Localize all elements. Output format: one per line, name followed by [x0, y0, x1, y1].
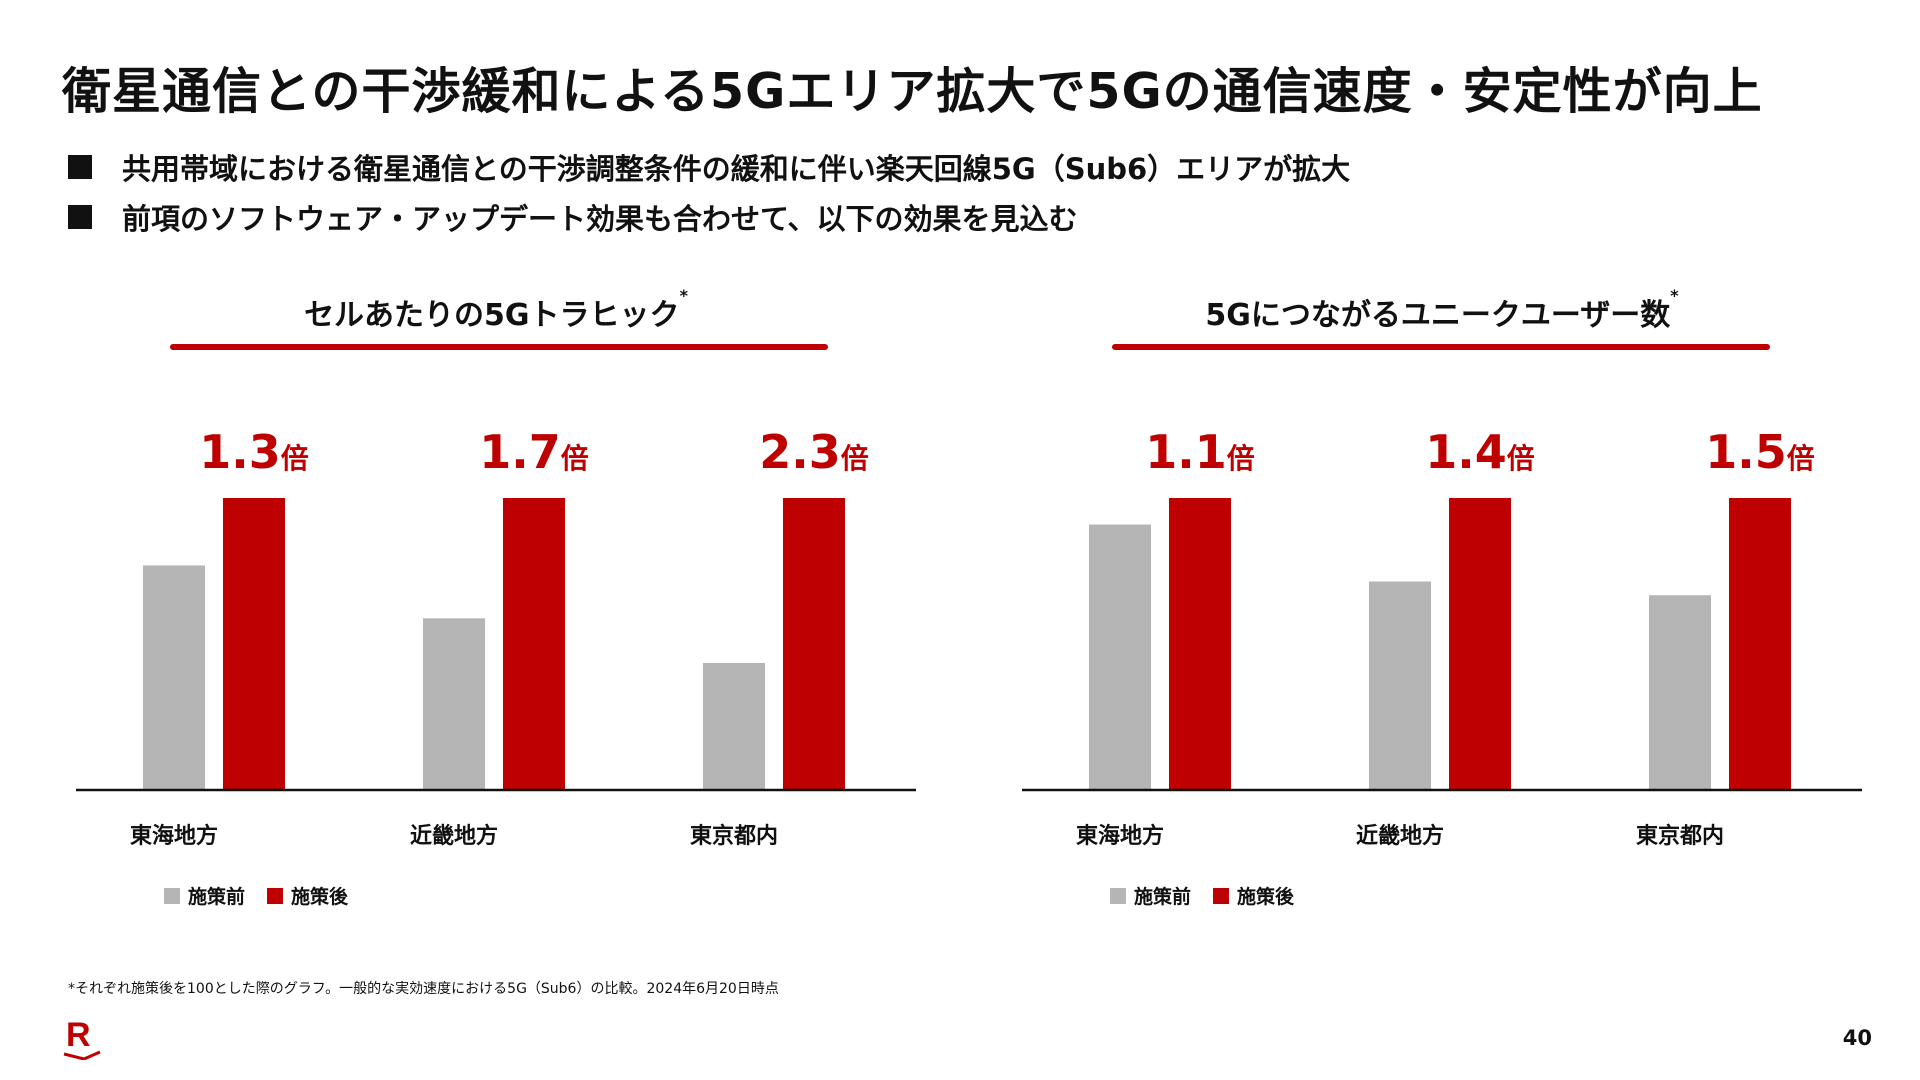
square-bullet-icon: [68, 205, 92, 229]
chart-title: セルあたりの5Gトラヒック*: [304, 286, 688, 333]
chart-legend: 施策前 施策後: [772, 882, 1632, 909]
category-label: 東海地方: [130, 823, 218, 849]
legend-item-before: 施策前: [163, 882, 245, 909]
bullet-item: 共用帯域における衛星通信との干渉調整条件の緩和に伴い楽天回線5G（Sub6）エリ…: [68, 142, 1350, 192]
category-label: 東京都内: [690, 823, 778, 849]
bullet-text: 共用帯域における衛星通信との干渉調整条件の緩和に伴い楽天回線5G（Sub6）エリ…: [122, 152, 1351, 186]
legend-swatch-after: [267, 887, 283, 904]
data-label: 1.5倍: [1705, 425, 1815, 479]
data-label: 2.3倍: [759, 425, 869, 479]
data-label: 1.4倍: [1425, 425, 1535, 479]
chart-panel-traffic: セルあたりの5Gトラヒック* 1.3倍 東海地方 1.7倍 近畿地方 2.3倍 東京都内 …: [66, 0, 926, 1080]
rakuten-r-logo-icon: R: [63, 1016, 101, 1060]
legend-swatch-before: [163, 887, 180, 904]
bar-before: [143, 565, 205, 790]
legend-item-before: 施策前: [1109, 882, 1191, 909]
data-label: 1.3倍: [199, 425, 309, 479]
square-bullet-icon: [68, 155, 92, 179]
legend-swatch-after: [1213, 887, 1229, 904]
bullet-text: 前項のソフトウェア・アップデート効果も合わせて、以下の効果を見込む: [122, 202, 1078, 236]
category-label: 東海地方: [1076, 823, 1164, 849]
page-number: 40: [1842, 1026, 1872, 1050]
category-label: 近畿地方: [1356, 823, 1444, 849]
legend-swatch-before: [1109, 887, 1126, 904]
page-title: 衛星通信との干渉緩和による5Gエリア拡大で5Gの通信速度・安定性が向上: [62, 63, 1763, 120]
bar-before: [1649, 595, 1711, 790]
data-label: 1.7倍: [479, 425, 589, 479]
bar-after: [503, 498, 565, 790]
chart-title: 5Gにつながるユニークユーザー数*: [1205, 286, 1679, 333]
category-label: 東京都内: [1636, 823, 1724, 849]
bullet-item: 前項のソフトウェア・アップデート効果も合わせて、以下の効果を見込む: [68, 192, 1350, 242]
svg-text:R: R: [66, 1016, 91, 1054]
bar-after: [1449, 498, 1511, 790]
footnote: *それぞれ施策後を100とした際のグラフ。一般的な実効速度における5G（Sub6…: [68, 981, 779, 997]
bar-before: [1369, 581, 1431, 790]
bar-after: [223, 498, 285, 790]
data-label: 1.1倍: [1145, 425, 1255, 479]
chart-legend: 施策前 施策後: [0, 882, 686, 909]
bullet-list: 共用帯域における衛星通信との干渉調整条件の緩和に伴い楽天回線5G（Sub6）エリ…: [68, 142, 1350, 242]
title-underline: [1112, 344, 1770, 350]
bar-after: [783, 498, 845, 790]
title-underline: [170, 344, 828, 350]
category-label: 近畿地方: [410, 823, 498, 849]
bar-after: [1169, 498, 1231, 790]
legend-item-after: 施策後: [1213, 882, 1294, 909]
legend-item-after: 施策後: [267, 882, 348, 909]
bar-before: [423, 618, 485, 790]
bar-before: [1089, 524, 1151, 790]
chart-panel-users: 5Gにつながるユニークユーザー数* 1.1倍東海地方 1.4倍近畿地方 1.5倍東京…: [1012, 0, 1872, 1080]
bar-after: [1729, 498, 1791, 790]
bar-before: [703, 662, 765, 790]
